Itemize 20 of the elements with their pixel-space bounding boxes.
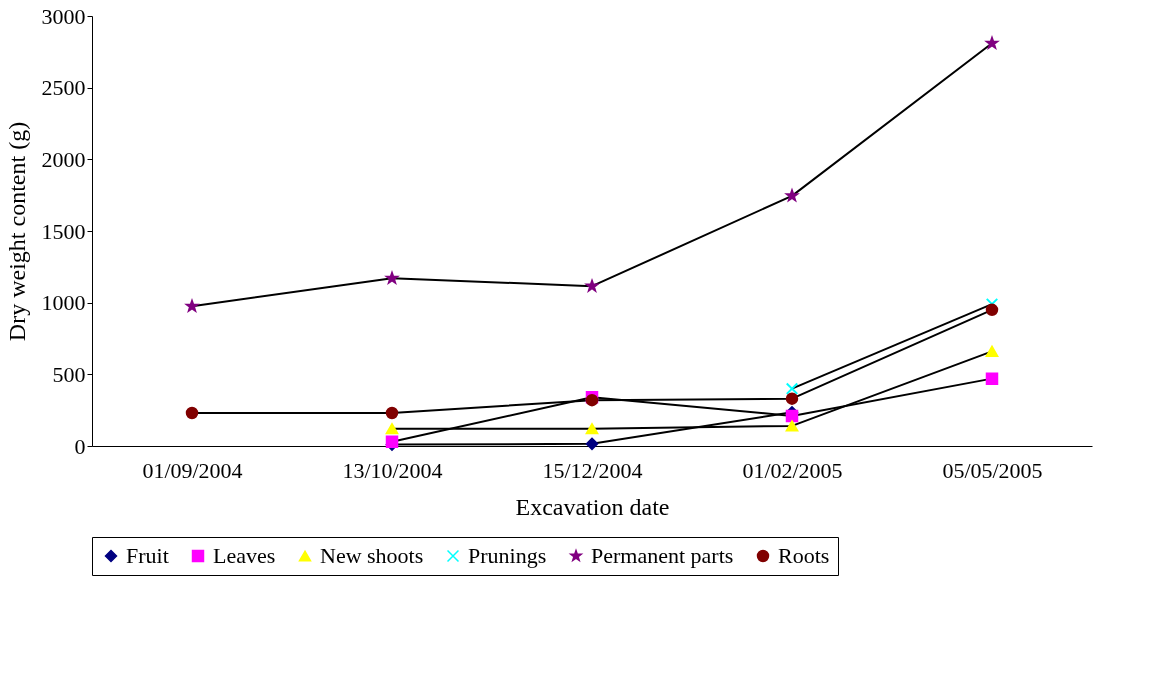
legend-label: Roots (778, 543, 830, 568)
x-axis-title: Excavation date (515, 493, 670, 520)
y-tick-label: 500 (52, 361, 86, 387)
legend-label: New shoots (320, 543, 424, 568)
legend-label: Prunings (468, 543, 547, 568)
x-tick-label: 13/10/2004 (342, 457, 443, 483)
legend-label: Leaves (213, 543, 276, 568)
x-tick-label: 05/05/2005 (942, 457, 1043, 483)
y-tick-label: 3000 (41, 3, 86, 29)
legend-label: Fruit (126, 543, 169, 568)
y-axis-title: Dry weight content (g) (3, 121, 30, 342)
y-tick-label: 0 (74, 433, 86, 459)
y-tick-label: 2500 (41, 75, 86, 101)
y-tick-label: 1500 (41, 218, 86, 244)
x-tick-label: 01/09/2004 (142, 457, 243, 483)
y-tick-label: 2000 (41, 146, 86, 172)
x-tick-label: 15/12/2004 (542, 457, 643, 483)
x-tick-label: 01/02/2005 (742, 457, 843, 483)
y-tick-label: 1000 (41, 290, 86, 316)
legend-label: Permanent parts (591, 543, 734, 568)
